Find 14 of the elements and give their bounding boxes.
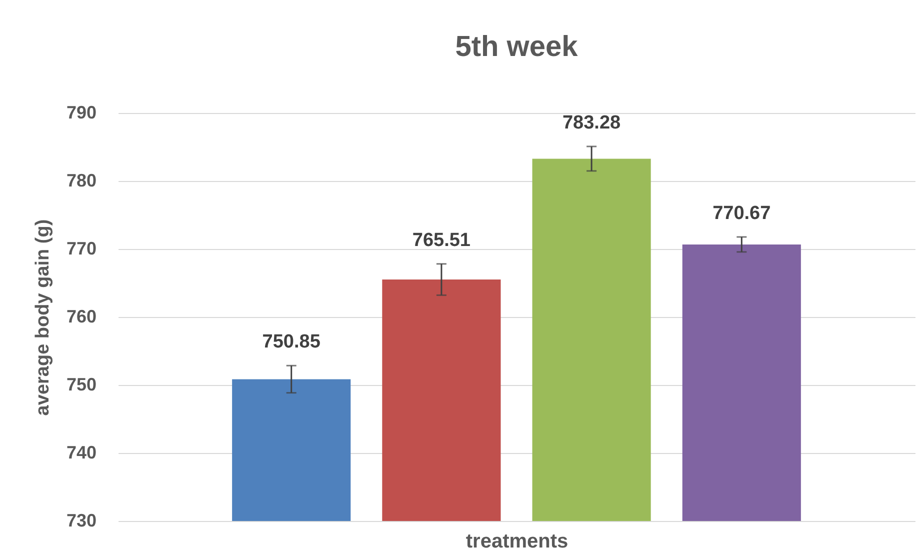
y-tick-label: 740 [66,442,96,462]
data-label: 750.85 [262,332,321,353]
y-tick-label: 790 [66,102,96,122]
y-tick-label: 780 [66,170,96,190]
y-tick-label: 770 [66,238,96,258]
data-label: 770.67 [712,202,771,224]
data-label: 765.51 [412,230,471,251]
y-tick-label: 750 [66,374,96,394]
y-tick-label: 760 [66,306,96,326]
x-axis-title: treatments [466,530,568,552]
chart-title: 5th week [455,31,579,63]
y-axis-title: average body gain (g) [32,219,54,416]
y-tick-label: 730 [66,510,96,530]
data-label: 783.28 [562,112,621,134]
